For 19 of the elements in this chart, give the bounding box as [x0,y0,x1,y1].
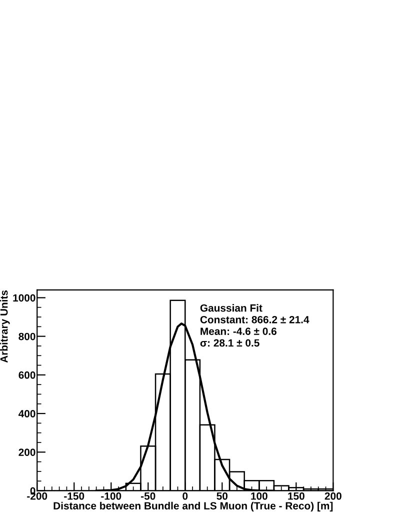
y-tick-label: 400 [18,410,36,418]
x-tick-label: -150 [64,492,84,500]
x-tick-label: 100 [251,492,268,500]
annotation: σ: 28.1 ± 0.5 [200,339,260,347]
y-tick-label: 600 [18,371,36,379]
x-tick-label: -100 [101,492,122,500]
y-axis-title: Arbitrary Units [0,290,10,363]
y-tick-label: 1000 [13,294,36,302]
annotation: Constant: 866.2 ± 21.4 [200,316,310,324]
x-tick-label: 150 [288,492,304,500]
y-tick-label: 200 [18,448,36,456]
x-tick-label: -50 [141,492,156,500]
x-tick-label: 200 [324,492,342,500]
x-tick-label: 50 [216,492,228,500]
annotation: Mean: -4.6 ± 0.6 [200,328,276,335]
x-axis-title: Distance between Bundle and LS Muon (True - Reco) [m] [54,502,333,512]
annotation: Gaussian Fit [200,304,262,312]
x-tick-label: 0 [182,492,188,500]
y-tick-label: 800 [18,332,36,340]
